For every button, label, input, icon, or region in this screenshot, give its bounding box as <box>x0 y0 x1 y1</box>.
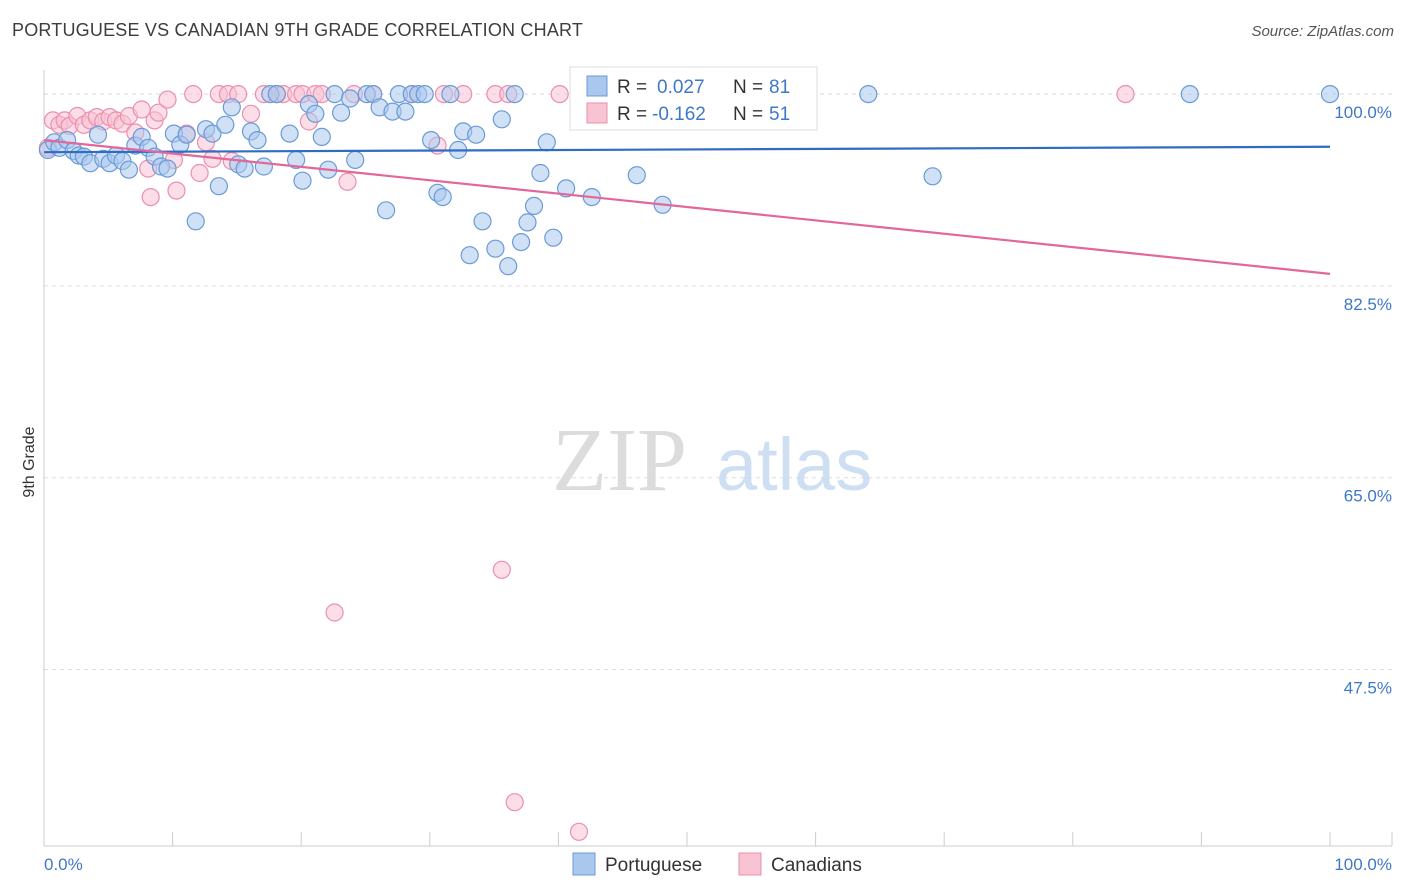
y-tick-label: 47.5% <box>1344 679 1392 698</box>
canadians-point <box>167 181 186 200</box>
portuguese-point <box>433 188 452 207</box>
watermark: ZIP atlas <box>552 411 872 510</box>
portuguese-point <box>332 103 351 122</box>
y-tick-label: 65.0% <box>1344 487 1392 506</box>
legend-n-label-canadians: N = <box>733 104 763 125</box>
portuguese-point <box>492 110 511 129</box>
stats-legend: R = 0.027 N = 81 R = -0.162 N = 51 <box>569 66 818 131</box>
canadians-point <box>241 104 261 123</box>
portuguese-point <box>531 163 550 183</box>
stats-legend-box <box>569 66 818 131</box>
portuguese-point <box>518 213 537 232</box>
portuguese-point <box>923 167 942 186</box>
x-tick-label-max: 100.0% <box>1334 855 1392 874</box>
y-axis-title: 9th Grade <box>21 426 38 497</box>
portuguese-point <box>1180 84 1199 104</box>
legend-swatch-portuguese <box>586 75 608 97</box>
portuguese-point <box>293 171 312 190</box>
portuguese-point <box>248 131 267 150</box>
portuguese-point <box>312 127 331 146</box>
portuguese-point <box>267 84 286 104</box>
y-tick-labels: 47.5% 65.0% 82.5% 100.0% <box>1334 103 1392 697</box>
portuguese-point <box>422 131 441 150</box>
canadians-point <box>1116 84 1135 104</box>
portuguese-point <box>254 157 273 176</box>
legend-swatch-canadians <box>586 102 608 124</box>
canadians-point <box>325 603 344 622</box>
canadians-point <box>492 560 511 579</box>
canadians-point <box>569 822 589 841</box>
y-tick-label: 100.0% <box>1334 103 1392 122</box>
portuguese-point <box>627 166 646 185</box>
legend-r-label-portuguese: R = <box>617 77 647 98</box>
portuguese-point <box>415 84 434 104</box>
portuguese-point <box>280 124 299 143</box>
portuguese-trend-line <box>43 145 1331 154</box>
canadians-point <box>141 188 160 207</box>
watermark-atlas: atlas <box>716 423 872 506</box>
legend-r-label-canadians: R = <box>617 104 647 125</box>
x-tick-label-min: 0.0% <box>44 855 83 874</box>
canadians-point <box>149 103 168 122</box>
portuguese-point <box>441 84 460 104</box>
canadians-point <box>338 172 357 191</box>
legend-n-value-canadians: 51 <box>769 104 790 125</box>
series-legend: Portuguese Canadians <box>572 852 862 876</box>
trend-lines <box>43 139 1331 275</box>
portuguese-point <box>511 233 531 252</box>
portuguese-point <box>158 159 177 178</box>
portuguese-point <box>396 102 415 121</box>
bottom-legend-swatch-portuguese[interactable] <box>572 852 596 876</box>
canadians-point <box>190 163 209 183</box>
canadians-point <box>184 84 203 104</box>
portuguese-point <box>222 98 241 117</box>
portuguese-point <box>859 84 878 104</box>
portuguese-point <box>88 125 108 144</box>
portuguese-point <box>209 177 228 196</box>
x-ticks <box>43 832 1393 846</box>
y-tick-label: 82.5% <box>1344 295 1392 314</box>
portuguese-point <box>537 133 556 152</box>
legend-n-label-portuguese: N = <box>733 77 763 98</box>
gridlines <box>44 93 1392 671</box>
portuguese-point <box>325 84 344 104</box>
portuguese-point <box>306 104 325 123</box>
portuguese-point <box>460 246 479 265</box>
portuguese-point <box>505 84 524 104</box>
chart-title: PORTUGUESE VS CANADIAN 9TH GRADE CORRELA… <box>12 20 584 40</box>
watermark-zip: ZIP <box>552 411 687 510</box>
portuguese-point <box>524 196 544 215</box>
bottom-legend-label-canadians[interactable]: Canadians <box>771 855 862 876</box>
bottom-legend-swatch-canadians[interactable] <box>738 852 762 876</box>
portuguese-point <box>216 115 235 134</box>
portuguese-point <box>119 160 138 179</box>
source-credit: Source: ZipAtlas.com <box>1251 23 1394 40</box>
legend-n-value-portuguese: 81 <box>769 77 790 98</box>
canadians-point <box>505 793 524 812</box>
portuguese-point <box>377 201 396 220</box>
portuguese-point <box>341 89 360 108</box>
portuguese-point <box>499 257 518 276</box>
canadians-trend-line <box>43 139 1331 275</box>
canadians-point <box>550 84 569 104</box>
portuguese-point <box>1320 84 1340 104</box>
portuguese-point <box>203 124 222 143</box>
portuguese-point <box>186 212 205 231</box>
portuguese-point <box>177 125 196 144</box>
portuguese-point <box>556 179 576 198</box>
portuguese-point <box>346 150 365 169</box>
legend-r-value-portuguese: 0.027 <box>657 77 705 98</box>
portuguese-point <box>467 125 486 144</box>
canadians-point <box>158 90 177 109</box>
portuguese-point <box>544 228 563 247</box>
legend-r-value-canadians: -0.162 <box>652 104 706 125</box>
portuguese-point <box>486 239 505 258</box>
bottom-legend-label-portuguese[interactable]: Portuguese <box>605 855 702 876</box>
portuguese-point <box>473 212 492 231</box>
